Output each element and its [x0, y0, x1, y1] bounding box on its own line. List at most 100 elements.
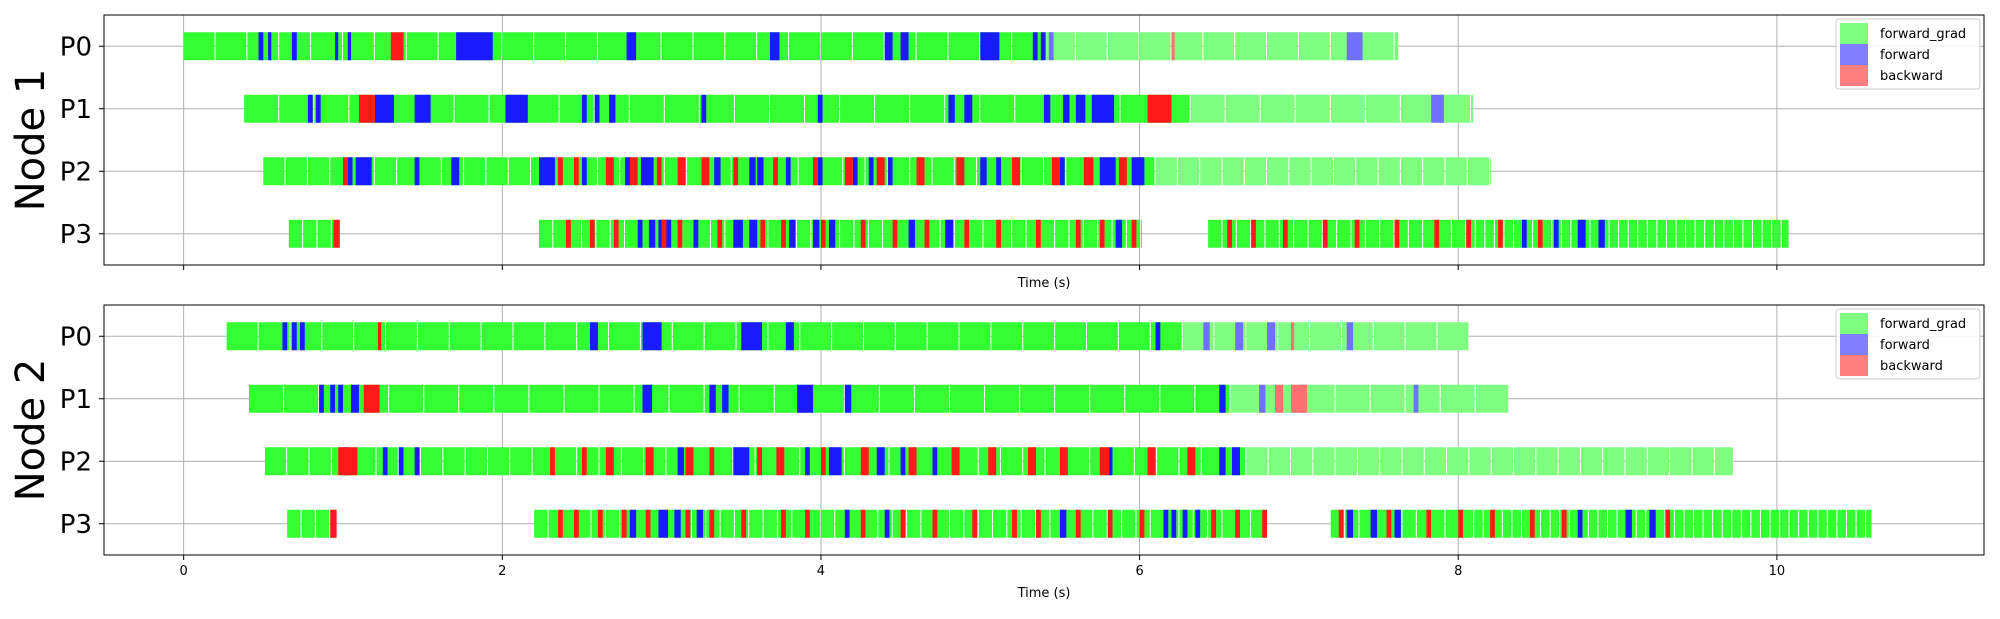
bar-forward-grad — [1770, 509, 1780, 538]
bar-forward-grad — [1333, 157, 1356, 186]
bar-backward — [605, 157, 614, 186]
bar-forward-grad — [226, 322, 258, 351]
bar-forward-grad — [1021, 509, 1036, 538]
bar-forward — [1075, 94, 1086, 123]
legend-label: forward_grad — [1880, 317, 1966, 332]
bar-forward — [932, 447, 938, 476]
bar-forward-grad — [1491, 447, 1513, 476]
bar-backward — [776, 447, 785, 476]
bar-backward — [1466, 219, 1471, 248]
bar-forward — [1394, 509, 1401, 538]
bar-forward — [1219, 447, 1226, 476]
bar-forward — [876, 447, 885, 476]
bar-forward-grad — [696, 219, 711, 248]
bar-forward-grad — [1012, 32, 1043, 61]
bar-backward — [363, 384, 380, 413]
bar-forward — [868, 157, 874, 186]
bar-forward-grad — [215, 32, 247, 61]
bar-backward — [1262, 509, 1268, 538]
bar-forward-grad — [1856, 509, 1866, 538]
bar-forward-grad — [1514, 219, 1523, 248]
bar-forward-grad — [1289, 157, 1311, 186]
bar-forward-grad — [538, 219, 553, 248]
bar-forward-grad — [1445, 157, 1467, 186]
bar-forward-grad — [1066, 157, 1088, 186]
bar-forward-grad — [868, 219, 883, 248]
bar-forward-grad — [1311, 157, 1333, 186]
bar-forward-grad — [424, 384, 459, 413]
bar-forward-grad — [263, 157, 285, 186]
bar-forward-grad — [1866, 509, 1872, 538]
bar-forward-grad — [959, 322, 991, 351]
bar-forward-grad — [1531, 509, 1541, 538]
bar-forward-grad — [1112, 447, 1134, 476]
bar-forward — [805, 447, 810, 476]
bar-forward-grad — [1657, 219, 1666, 248]
bar-forward-grad — [1423, 157, 1445, 186]
bar-forward — [844, 384, 852, 413]
bar-forward-grad — [554, 447, 577, 476]
bar-forward — [797, 384, 813, 413]
bar-backward — [860, 509, 866, 538]
bar-backward — [1561, 509, 1567, 538]
bar-forward-grad — [1789, 509, 1799, 538]
bar-forward-grad — [1579, 509, 1588, 538]
bar-backward — [812, 157, 818, 186]
bar-forward-grad — [1359, 509, 1373, 538]
bar-forward-grad — [1330, 94, 1365, 123]
bar-forward-grad — [1533, 219, 1542, 248]
x-tick-label: 8 — [1454, 564, 1462, 579]
bar-backward — [876, 157, 885, 186]
bar-forward-grad — [1558, 447, 1580, 476]
bar-forward-grad — [1447, 447, 1469, 476]
bar-forward — [1099, 157, 1116, 186]
bar-forward-grad — [183, 32, 215, 61]
bar-forward-grad — [1118, 322, 1150, 351]
bar-forward-grad — [897, 219, 911, 248]
bar-forward-grad — [914, 384, 949, 413]
bar-forward-grad — [991, 322, 1023, 351]
bar-forward-grad — [1356, 157, 1378, 186]
bar-forward-grad — [849, 509, 863, 538]
bar-forward-grad — [317, 219, 331, 248]
bar-backward — [1498, 219, 1503, 248]
bar-forward-grad — [1040, 219, 1055, 248]
bar-forward — [887, 157, 893, 186]
bar-forward-grad — [768, 219, 782, 248]
row-P3-bars — [288, 219, 1789, 248]
bar-backward — [1139, 509, 1145, 538]
y-tick-label: P0 — [60, 32, 92, 62]
bar-forward-grad — [1772, 219, 1781, 248]
bar-forward — [658, 509, 668, 538]
bar-forward — [884, 509, 890, 538]
bar-backward — [605, 447, 614, 476]
bar-forward — [1032, 32, 1038, 61]
bar-forward — [609, 94, 616, 123]
bar-forward — [629, 509, 637, 538]
bar-forward-grad — [1222, 157, 1244, 186]
bar-backward — [781, 509, 786, 538]
bar-forward-grad — [916, 32, 948, 61]
bar-backward — [597, 509, 603, 538]
bar-forward-grad — [1467, 157, 1490, 186]
bar-backward — [781, 219, 786, 248]
bar-forward-grad — [389, 384, 424, 413]
bar-forward-grad — [1714, 447, 1733, 476]
bar-forward-grad — [1580, 447, 1603, 476]
bar-forward-grad — [1190, 94, 1225, 123]
bar-forward-grad — [596, 219, 610, 248]
y-tick-label: P2 — [60, 447, 92, 477]
bar-backward — [1458, 509, 1464, 538]
bar-forward — [1370, 509, 1377, 538]
bar-forward-grad — [487, 447, 510, 476]
bar-forward-grad — [1012, 219, 1026, 248]
bar-forward-grad — [863, 509, 878, 538]
bar-forward — [347, 157, 353, 186]
bar-backward — [677, 219, 683, 248]
bar-forward-grad — [1335, 384, 1370, 413]
bar-forward-grad — [1431, 509, 1445, 538]
bar-forward-grad — [1295, 94, 1330, 123]
bar-forward-grad — [1405, 384, 1440, 413]
bar-backward — [685, 509, 691, 538]
x-tick-label: 4 — [817, 564, 825, 579]
